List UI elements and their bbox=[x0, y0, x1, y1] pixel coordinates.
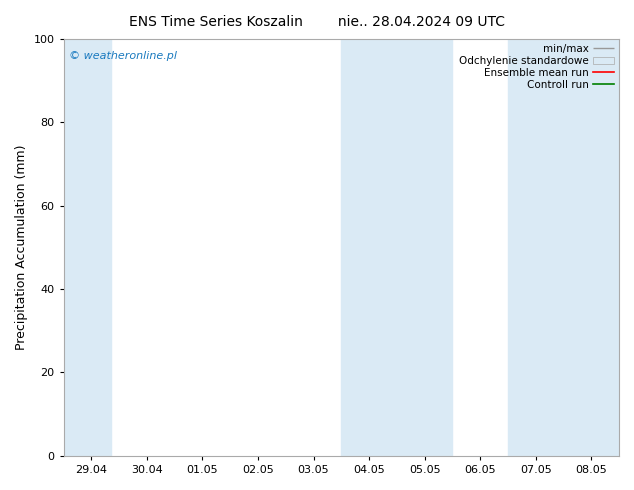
Text: ENS Time Series Koszalin        nie.. 28.04.2024 09 UTC: ENS Time Series Koszalin nie.. 28.04.202… bbox=[129, 15, 505, 29]
Bar bbox=[63, 39, 111, 456]
Bar bbox=[341, 39, 453, 456]
Y-axis label: Precipitation Accumulation (mm): Precipitation Accumulation (mm) bbox=[15, 145, 28, 350]
Legend: min/max, Odchylenie standardowe, Ensemble mean run, Controll run: min/max, Odchylenie standardowe, Ensembl… bbox=[459, 44, 614, 90]
Bar bbox=[508, 39, 619, 456]
Text: © weatheronline.pl: © weatheronline.pl bbox=[69, 51, 177, 61]
